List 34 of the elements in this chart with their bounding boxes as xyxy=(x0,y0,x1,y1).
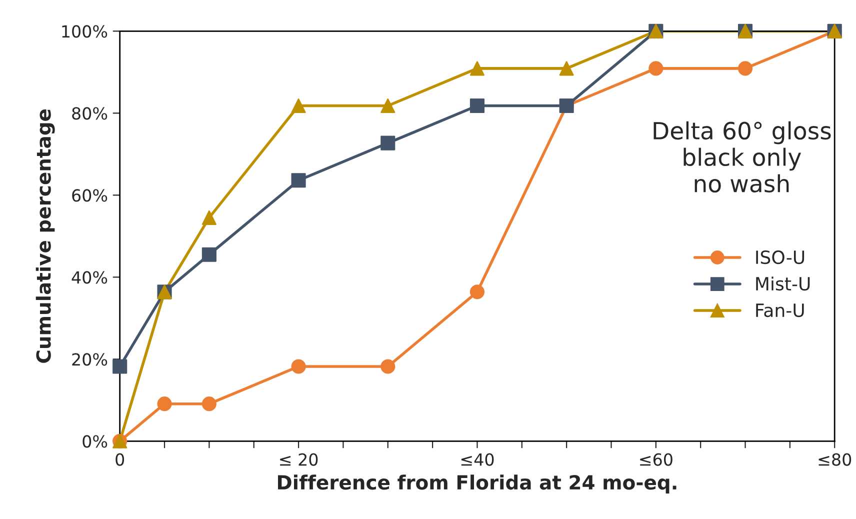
legend-label: Fan-U xyxy=(756,304,804,318)
point xyxy=(738,61,753,76)
legend-label: Mist-U xyxy=(756,276,810,291)
y-tick-label: 100% xyxy=(62,25,108,38)
point xyxy=(202,210,216,225)
point xyxy=(202,396,216,412)
y-tick-label: 20% xyxy=(72,353,108,366)
y-tick-label: 40% xyxy=(72,271,108,284)
point xyxy=(380,98,396,114)
x-tick-label: ≤ 20 xyxy=(280,453,318,466)
point xyxy=(291,98,306,114)
point xyxy=(470,98,485,114)
x-tick-label: 0 xyxy=(116,453,124,466)
y-tick-label: 80% xyxy=(72,107,108,120)
point xyxy=(470,61,485,76)
point xyxy=(202,247,216,262)
point xyxy=(559,61,574,76)
annotation: Delta 60° gloss black only no wash xyxy=(654,121,831,192)
point xyxy=(291,359,306,374)
point xyxy=(157,396,172,412)
x-tick-label: ≤40 xyxy=(461,453,494,466)
x-tick-label: ≤80 xyxy=(818,453,852,466)
legend-label: ISO-U xyxy=(756,250,804,264)
point xyxy=(380,136,396,150)
x-axis-title: Difference from Florida at 24 mo-eq. xyxy=(278,474,676,494)
point xyxy=(112,359,128,374)
point xyxy=(380,359,396,374)
point xyxy=(291,173,306,188)
x-tick-label: ≤60 xyxy=(640,453,672,466)
point xyxy=(470,284,485,300)
y-axis-title: Cumulative percentage xyxy=(36,109,55,363)
point xyxy=(648,61,664,76)
y-tick-label: 0% xyxy=(82,435,108,448)
y-tick-label: 60% xyxy=(72,189,108,202)
